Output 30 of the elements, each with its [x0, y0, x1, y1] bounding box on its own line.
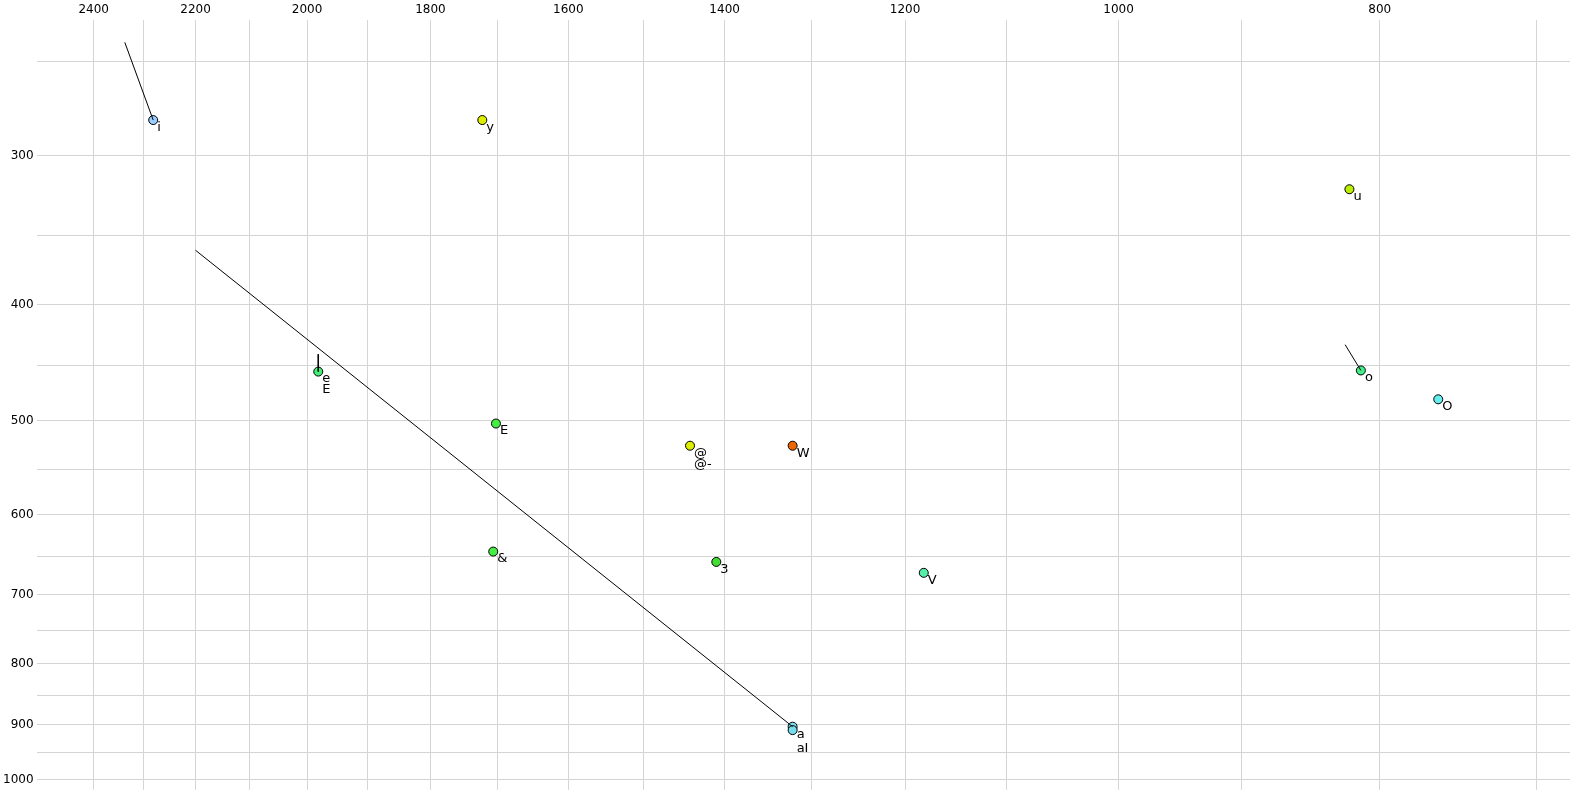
y-tick-label: 500: [10, 412, 34, 427]
annotation: O: [1442, 398, 1453, 414]
annotation: V: [927, 571, 937, 587]
x-tick-label: 2200: [180, 2, 211, 17]
y-tick-label: 300: [10, 147, 34, 162]
x-tick-label: 2400: [78, 2, 109, 17]
annotation: W: [796, 444, 810, 460]
annotation: o: [1364, 369, 1373, 385]
x-tick-label: 800: [1368, 2, 1392, 17]
y-tick-label: 700: [10, 586, 34, 601]
annotation: i: [157, 118, 161, 134]
x-tick-label: 1600: [553, 2, 584, 17]
annotation: E: [499, 422, 509, 438]
annotation: a: [796, 725, 805, 741]
x-tick-label: 1800: [415, 2, 446, 17]
annotation: &: [497, 550, 508, 566]
annotation: 3: [720, 560, 729, 576]
y-tick-label: 600: [10, 507, 34, 522]
x-tick-label: 2000: [291, 2, 323, 17]
y-tick-label: 800: [10, 656, 34, 671]
x-tick-label: 1000: [1103, 2, 1134, 17]
x-tick-label: 1200: [889, 2, 921, 17]
y-tick-label: 900: [10, 717, 34, 732]
y-tick-label: 1000: [2, 771, 34, 786]
x-tick-label: 1400: [709, 2, 740, 17]
annotation: aI: [796, 739, 809, 755]
annotation: u: [1353, 188, 1362, 204]
annotation: y: [486, 118, 495, 134]
y-tick-label: 400: [10, 296, 34, 311]
annotation: E: [322, 381, 331, 397]
